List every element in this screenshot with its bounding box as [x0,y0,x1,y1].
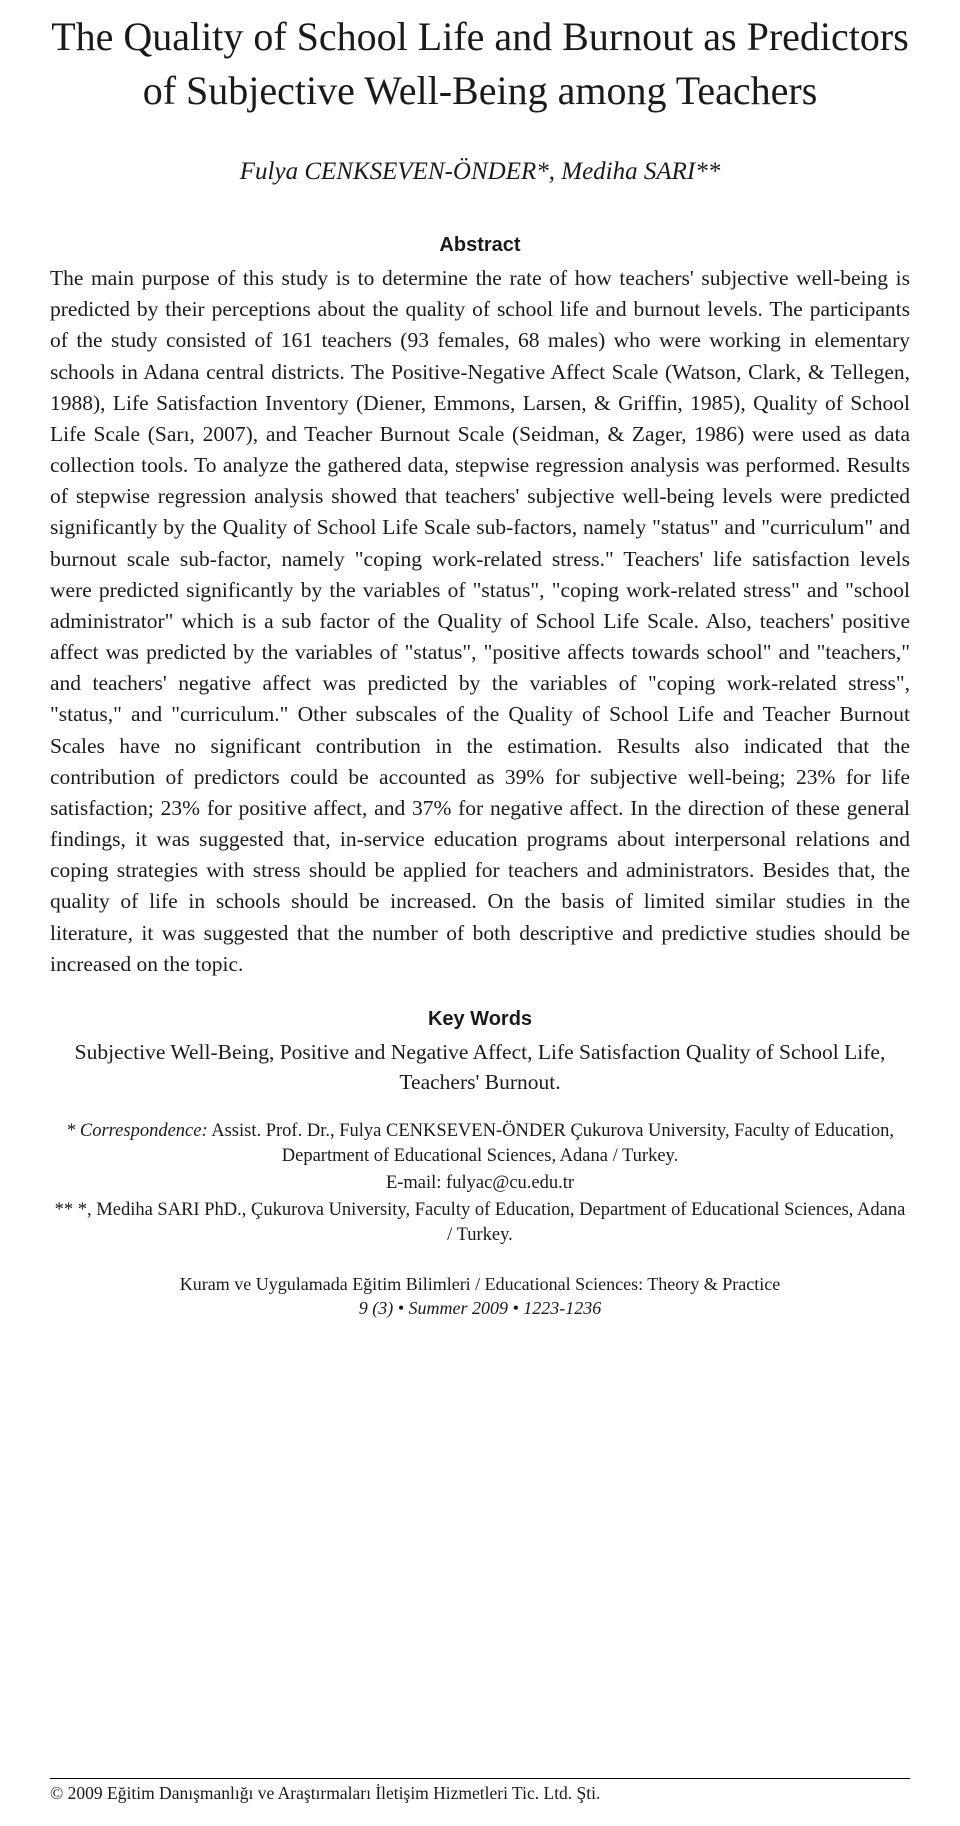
abstract-body: The main purpose of this study is to det… [50,263,910,980]
journal-info: Kuram ve Uygulamada Eğitim Bilimleri / E… [50,1272,910,1321]
abstract-heading: Abstract [50,234,910,257]
correspondence-2: ** *, Mediha SARI PhD., Çukurova Univers… [50,1198,910,1248]
paper-title: The Quality of School Life and Burnout a… [50,10,910,118]
journal-line-2: 9 (3) • Summer 2009 • 1223-1236 [50,1296,910,1320]
keywords-body: Subjective Well-Being, Positive and Nega… [50,1037,910,1097]
correspondence-1-body: Assist. Prof. Dr., Fulya CENKSEVEN-ÖNDER… [208,1121,894,1166]
correspondence-1-label: * Correspondence: [66,1121,208,1141]
correspondence-1: * Correspondence: Assist. Prof. Dr., Ful… [50,1119,910,1169]
paper-authors: Fulya CENKSEVEN-ÖNDER*, Mediha SARI** [50,158,910,186]
correspondence-1-email: E-mail: fulyac@cu.edu.tr [50,1171,910,1196]
keywords-heading: Key Words [50,1008,910,1031]
journal-line-1: Kuram ve Uygulamada Eğitim Bilimleri / E… [50,1272,910,1296]
copyright: © 2009 Eğitim Danışmanlığı ve Araştırmal… [50,1778,910,1804]
